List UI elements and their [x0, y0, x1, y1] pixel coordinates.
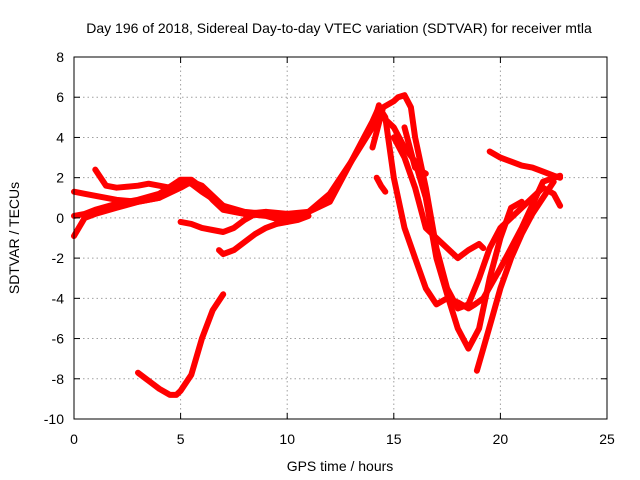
series-track-7: [135, 291, 227, 398]
x-tick-label: 25: [599, 431, 615, 447]
y-tick-label: 0: [56, 210, 64, 226]
y-tick-label: -8: [52, 371, 65, 387]
x-tick-label: 10: [279, 431, 295, 447]
series-track-6: [216, 212, 312, 258]
y-tick-label: 4: [56, 129, 64, 145]
series-track-12: [401, 124, 429, 177]
series-layer: [71, 92, 564, 398]
x-tick-label: 5: [177, 431, 185, 447]
series-track-15: [473, 178, 557, 374]
x-tick-label: 20: [493, 431, 509, 447]
y-tick-label: 8: [56, 49, 64, 65]
series-track-4: [92, 166, 173, 191]
series-track-10: [380, 114, 525, 352]
y-tick-label: -6: [52, 331, 65, 347]
y-tick-label: -10: [44, 411, 64, 427]
y-tick-label: 6: [56, 89, 64, 105]
plot-frame: [73, 56, 608, 420]
series-track-3: [71, 178, 291, 239]
grid-layer: [74, 57, 607, 419]
series-track-11: [390, 134, 487, 262]
y-tick-label: -2: [52, 250, 65, 266]
series-track-14: [486, 148, 564, 181]
x-tick-label: 15: [386, 431, 402, 447]
series-track-5: [177, 208, 269, 235]
y-tick-label: 2: [56, 170, 64, 186]
series-track-13: [373, 174, 389, 195]
tick-layer: 0 5 10 15 20 25 -10 -8 -6 -4 -2 0 2 4 6 8: [44, 49, 615, 447]
y-tick-label: -4: [52, 290, 65, 306]
y-axis-label: SDTVAR / TECUs: [6, 182, 22, 294]
x-axis-label: GPS time / hours: [287, 458, 394, 474]
chart-title: Day 196 of 2018, Sidereal Day-to-day VTE…: [86, 20, 592, 36]
x-tick-label: 0: [70, 431, 78, 447]
